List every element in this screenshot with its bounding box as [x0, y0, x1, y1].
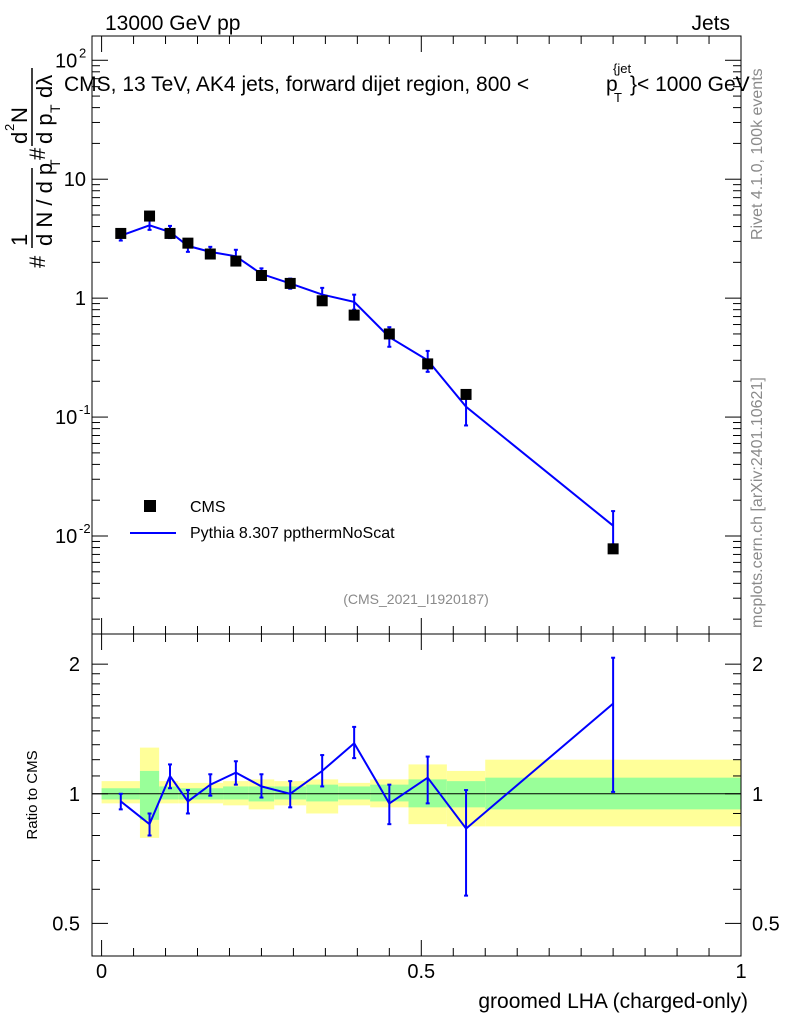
- ylabel-sup-2: 2: [2, 124, 17, 131]
- legend: CMS Pythia 8.307 ppthermNoScat: [130, 499, 395, 542]
- main-ytick-label: 10: [55, 50, 77, 72]
- legend-pythia-label: Pythia 8.307 ppthermNoScat: [190, 525, 395, 542]
- header-category: Jets: [691, 12, 730, 35]
- title-text: CMS, 13 TeV, AK4 jets, forward dijet reg…: [64, 73, 529, 96]
- main-ytick-label: 10: [55, 407, 77, 429]
- ratio-series: [118, 656, 616, 897]
- ratio-band-green: [338, 786, 371, 800]
- ratio-axis-ticks: 0.5 0.5 1 1 2 2 0 0.5 1: [52, 634, 780, 983]
- title-superscript: {jet: [613, 61, 631, 76]
- ratio-ytick-label: 1: [69, 784, 80, 806]
- plot-title: CMS, 13 TeV, AK4 jets, forward dijet reg…: [64, 61, 750, 105]
- x-axis-label: groomed LHA (charged-only): [478, 990, 748, 1013]
- title-pt: p: [606, 73, 618, 96]
- ratio-bands: [101, 747, 741, 838]
- ratio-frame: [91, 633, 742, 957]
- ratio-ytick-label: 2: [69, 654, 80, 676]
- ylabel-d2n: d: [7, 132, 32, 144]
- ylabel-sub-t-1: T: [47, 159, 63, 168]
- cms-data-point: [383, 328, 395, 340]
- main-ytick-exponent: -1: [79, 402, 91, 417]
- header-energy: 13000 GeV pp: [105, 12, 240, 35]
- cms-data-point: [316, 295, 328, 307]
- ylabel-hash-2: #: [25, 147, 50, 160]
- ratio-band-green: [306, 784, 339, 802]
- title-end: }< 1000 GeV: [630, 73, 750, 96]
- legend-cms-marker: [144, 500, 156, 512]
- main-series: [115, 210, 619, 555]
- title-subscript: T: [614, 90, 622, 105]
- cms-data-point: [204, 248, 216, 260]
- cms-data-point: [460, 388, 472, 400]
- main-ytick-exponent: 2: [79, 45, 86, 60]
- ratio-ytick-label: 0.5: [52, 913, 80, 935]
- ylabel-frac-num: 1: [7, 234, 32, 246]
- cms-data-point: [255, 270, 267, 282]
- ratio-ytick-label-right: 0.5: [752, 913, 780, 935]
- ratio-ytick-label-right: 2: [752, 654, 763, 676]
- legend-cms-label: CMS: [190, 499, 226, 516]
- main-frame: [91, 35, 742, 635]
- ratio-xtick-label: 1: [735, 961, 746, 983]
- ratio-band-green: [223, 786, 249, 800]
- cms-data-point: [115, 227, 127, 239]
- ylabel-hash-1: #: [25, 255, 50, 268]
- ylabel-dpt: d p: [32, 113, 57, 144]
- cms-data-point: [182, 237, 194, 249]
- main-ytick-label: 10: [55, 526, 77, 548]
- ylabel-n: N: [7, 107, 32, 123]
- cms-data-point: [164, 227, 176, 239]
- main-ytick-exponent: -2: [79, 521, 91, 536]
- cms-data-point: [422, 358, 434, 370]
- ylabel-dl: dλ: [32, 75, 57, 98]
- ratio-xtick-label: 0: [96, 961, 107, 983]
- rivet-version-label: Rivet 4.1.0, 100k events: [749, 68, 766, 240]
- mcplots-label: mcplots.cern.ch [arXiv:2401.10621]: [749, 377, 766, 628]
- main-ytick-label: 10: [64, 169, 86, 191]
- ratio-ytick-label-right: 1: [752, 784, 763, 806]
- main-ylabel: # 1 d N / d p T # d 2 N d p T dλ: [2, 68, 63, 268]
- cms-data-point: [348, 309, 360, 321]
- cms-data-point: [230, 255, 242, 267]
- ylabel-frac-den: d N / d p: [32, 163, 57, 246]
- cms-data-point: [144, 210, 156, 222]
- ratio-band-green: [139, 770, 160, 820]
- ratio-xtick-label: 0.5: [407, 961, 435, 983]
- analysis-watermark: (CMS_2021_I1920187): [343, 591, 489, 607]
- cms-data-point: [607, 543, 619, 555]
- pythia-line: [120, 224, 614, 527]
- ratio-panel: 0.5 0.5 1 1 2 2 0 0.5 1 Ratio to CMS groomed LHA…: [24, 633, 780, 1013]
- cms-data-point: [284, 277, 296, 289]
- ratio-line: [120, 702, 614, 831]
- ratio-ylabel: Ratio to CMS: [24, 750, 41, 839]
- main-ytick-label: 1: [75, 288, 86, 310]
- ylabel-sub-t-2: T: [47, 104, 63, 113]
